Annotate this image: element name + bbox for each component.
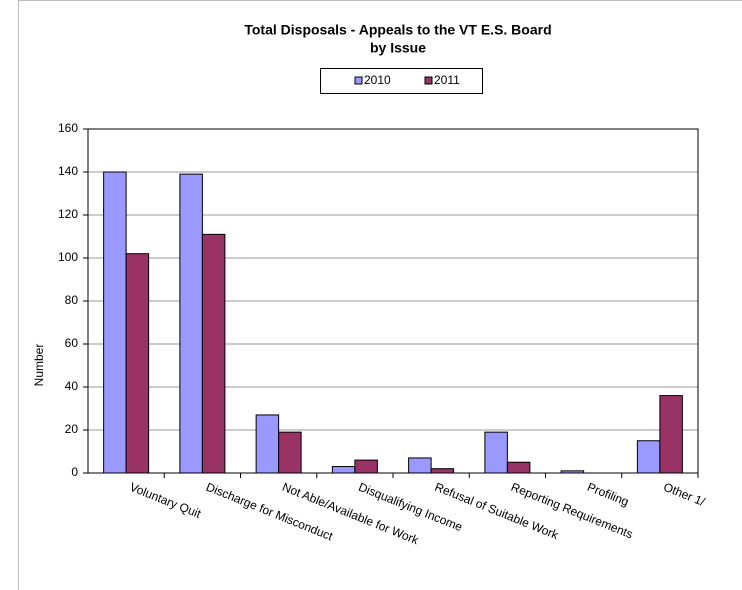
legend-swatch <box>354 76 363 85</box>
x-tick-label: Voluntary Quit <box>128 480 204 521</box>
y-tick-label: 0 <box>71 465 78 479</box>
y-axis-label: Number <box>32 344 46 387</box>
y-tick-label: 60 <box>65 336 79 350</box>
y-tick-label: 100 <box>58 250 78 264</box>
y-tick-label: 80 <box>65 293 79 307</box>
y-tick-label: 120 <box>58 207 78 221</box>
legend-label: 2011 <box>434 73 460 87</box>
bar <box>255 414 280 474</box>
bar <box>408 457 432 474</box>
bar <box>560 470 585 474</box>
x-tick-label: Profiling <box>585 480 630 509</box>
bar <box>636 440 661 474</box>
x-tick-label: Other 1/ <box>662 480 708 509</box>
legend-label: 2010 <box>364 73 391 87</box>
chart-title: by Issue <box>370 40 426 56</box>
x-tick-label: Refusal of Suitable Work <box>433 480 561 543</box>
chart-title: Total Disposals - Appeals to the VT E.S.… <box>244 22 551 38</box>
bar <box>659 395 683 474</box>
bar <box>484 431 508 474</box>
bar <box>430 468 455 474</box>
y-tick-label: 140 <box>58 164 78 178</box>
bar <box>354 459 378 474</box>
bar <box>331 466 356 474</box>
legend-box <box>320 68 483 94</box>
bar <box>201 233 226 474</box>
y-tick-label: 20 <box>65 422 79 436</box>
bar <box>103 171 127 474</box>
bar <box>506 461 531 474</box>
bar <box>125 253 150 474</box>
x-tick-label: Discharge for Misconduct <box>204 480 335 544</box>
bar <box>179 173 203 474</box>
legend-swatch <box>424 76 433 85</box>
bar <box>278 431 302 474</box>
y-tick-label: 160 <box>58 121 78 135</box>
x-tick-label: Not Able/Available for Work <box>280 480 421 548</box>
y-tick-label: 40 <box>65 379 79 393</box>
